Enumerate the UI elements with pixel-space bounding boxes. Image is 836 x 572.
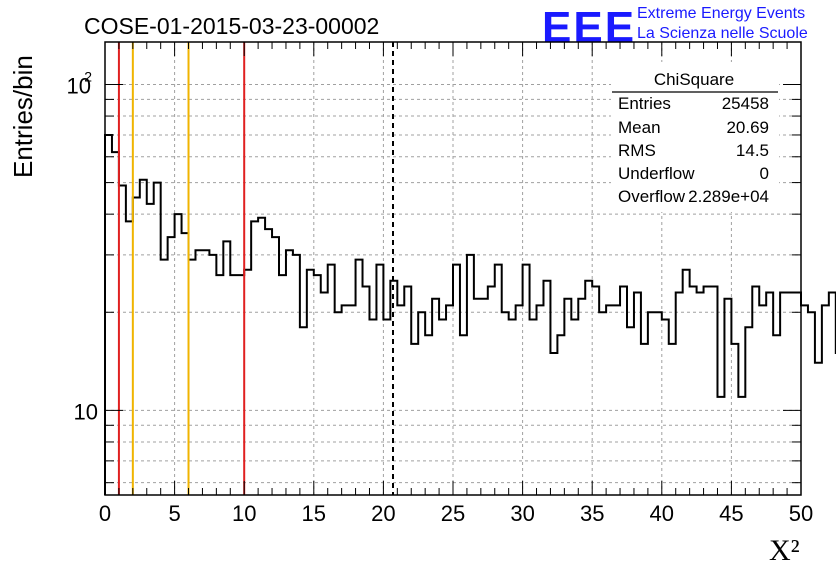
logo-line-1: Extreme Energy Events [637,5,805,22]
histogram-step-line [104,133,836,495]
chart-title: COSE-01-2015-03-23-00002 [84,13,379,39]
x-axis-label: X² [769,534,800,567]
y-tick-exponent: 2 [84,68,92,84]
x-tick-label: 5 [168,501,180,526]
stat-label: Entries [618,94,671,113]
stat-label: Mean [618,118,661,137]
stat-value: 2.289e+04 [688,187,769,206]
threshold-lines [117,42,395,495]
x-tick-label: 30 [510,501,534,526]
stat-value: 25458 [722,94,769,113]
stats-title: ChiSquare [654,70,734,89]
x-tick-label: 25 [441,501,465,526]
eee-logo: EEE [542,3,636,52]
x-tick-label: 45 [719,501,743,526]
x-tick-label: 0 [99,501,111,526]
stats-box-bg [611,62,779,212]
stat-value: 14.5 [736,141,769,160]
stat-value: 0 [760,164,769,183]
histogram [104,133,836,495]
x-tick-label: 50 [789,501,813,526]
stat-label: Underflow [618,164,695,183]
logo-line-2: La Scienza nelle Scuole [637,25,808,42]
x-tick-label: 20 [371,501,395,526]
y-tick-label: 10 [67,73,91,98]
grid [105,42,801,495]
x-tick-label: 35 [580,501,604,526]
y-axis-label: Entries/bin [8,55,38,178]
x-tick-label: 40 [650,501,674,526]
stat-label: RMS [618,141,656,160]
x-tick-label: 10 [232,501,256,526]
stat-value: 20.69 [726,118,769,137]
stat-label: Overflow [618,187,686,206]
y-tick-label: 10 [74,399,98,424]
stats-box: ChiSquare Entries 25458 Mean 20.69 RMS 1… [611,62,779,212]
x-tick-label: 15 [302,501,326,526]
